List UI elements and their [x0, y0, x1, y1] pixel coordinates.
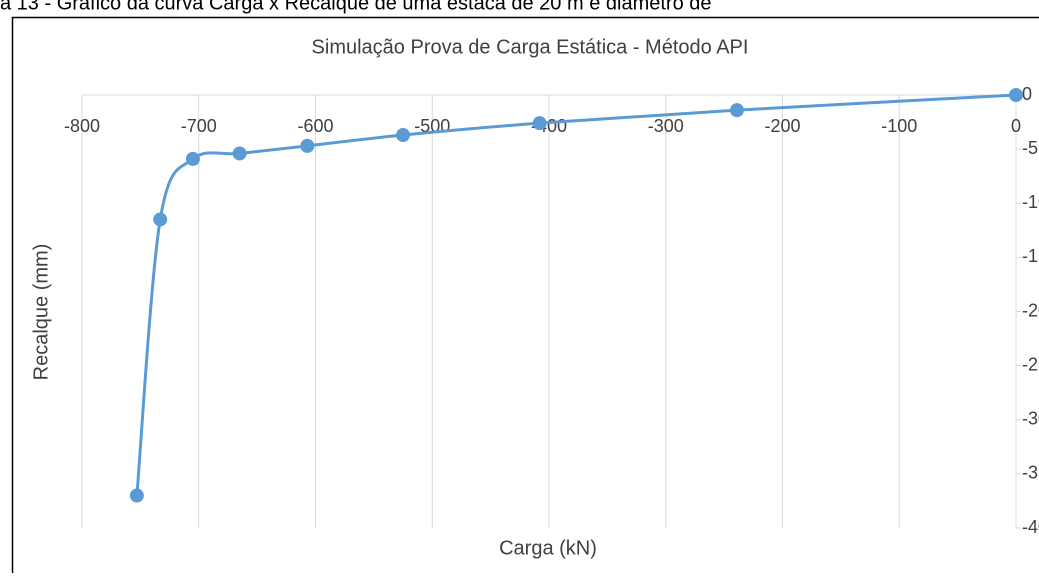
data-point: [130, 489, 144, 503]
x-tick-label: 0: [1011, 116, 1021, 136]
x-tick-label: -800: [64, 116, 100, 136]
y-tick-label: 0: [1022, 84, 1032, 104]
data-point: [300, 139, 314, 153]
y-tick-label: -40: [1022, 517, 1039, 537]
chart-title: Simulação Prova de Carga Estática - Méto…: [312, 36, 749, 58]
data-point: [186, 152, 200, 166]
series-line: [137, 95, 1016, 496]
x-tick-label: -300: [648, 116, 684, 136]
y-tick-label: -25: [1022, 354, 1039, 374]
y-tick-label: -10: [1022, 192, 1039, 212]
data-point: [533, 116, 547, 130]
data-point: [1009, 88, 1023, 102]
x-tick-label: -700: [181, 116, 217, 136]
y-tick-label: -5: [1022, 138, 1038, 158]
y-tick-label: -15: [1022, 246, 1039, 266]
y-tick-label: -35: [1022, 463, 1039, 483]
x-tick-label: -600: [297, 116, 333, 136]
data-point: [396, 128, 410, 142]
x-tick-label: -200: [764, 116, 800, 136]
x-axis-label: Carga (kN): [499, 537, 597, 559]
y-tick-label: -30: [1022, 409, 1039, 429]
caption: a 13 - Gráfico da curva Carga x Recalque…: [0, 0, 712, 14]
data-point: [153, 212, 167, 226]
x-tick-label: -100: [881, 116, 917, 136]
y-axis-label: Recalque (mm): [30, 244, 52, 381]
data-point: [233, 146, 247, 160]
y-tick-label: -20: [1022, 300, 1039, 320]
data-point: [730, 103, 744, 117]
